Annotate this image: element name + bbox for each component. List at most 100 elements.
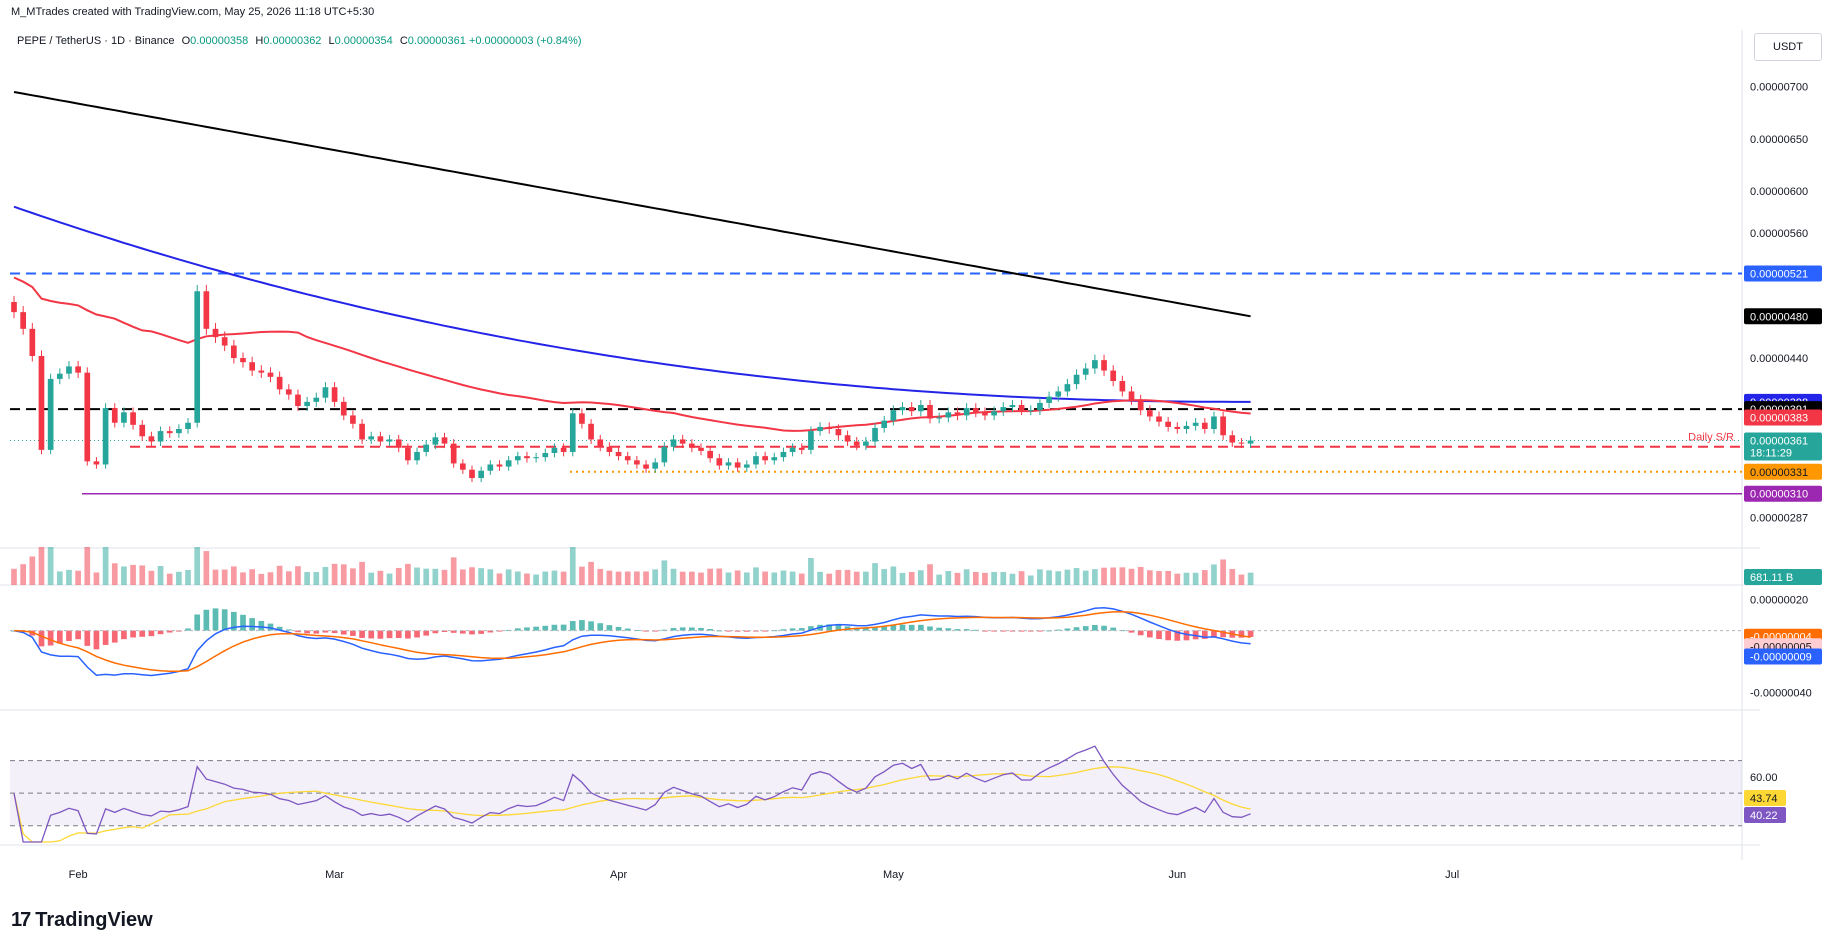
candle-body [798, 447, 805, 450]
candle-body [1055, 391, 1062, 397]
volume-bar [1174, 573, 1181, 585]
level-521-tag-label: 0.00000521 [1750, 269, 1808, 281]
macd-histogram-bar [441, 630, 448, 633]
volume-bar [340, 564, 347, 585]
last-price-tag-label: 0.00000361 [1750, 435, 1808, 447]
macd-histogram-bar [331, 630, 338, 634]
low-value: 0.00000354 [334, 35, 393, 47]
candle-body [1009, 405, 1016, 408]
volume-bar [1238, 574, 1245, 585]
macd-histogram-bar [1183, 630, 1190, 641]
candle-body [524, 456, 530, 459]
candle-body [258, 370, 265, 373]
ma100-line [13, 205, 1251, 403]
open-value: 0.00000358 [190, 35, 249, 47]
candle-body [395, 439, 402, 448]
macd-histogram-bar [203, 609, 210, 631]
volume-bar [313, 572, 320, 585]
macd-histogram-bar [304, 630, 310, 634]
macd-histogram-bar [826, 624, 833, 631]
volume-bar [102, 547, 109, 585]
volume-bar [881, 569, 888, 585]
volume-bar [514, 571, 521, 585]
volume-bar [121, 566, 127, 585]
tradingview-logo[interactable]: 17 TradingView [11, 909, 153, 932]
candle-body [276, 376, 283, 390]
macd-histogram-bar [386, 630, 393, 639]
volume-bar [927, 564, 933, 585]
currency-unit-button[interactable]: USDT [1754, 33, 1822, 61]
candle-body [194, 291, 201, 423]
volume-bar [1183, 572, 1190, 585]
candle-body [780, 451, 787, 458]
volume-bar [487, 569, 494, 585]
candle-body [267, 372, 274, 377]
volume-bar [579, 566, 585, 585]
x-axis-tick-label: Feb [69, 869, 88, 881]
candle-body [1000, 407, 1007, 412]
macd-histogram-bar [853, 627, 860, 631]
volume-bar [670, 568, 677, 585]
macd-histogram-bar [542, 625, 549, 631]
volume-bar [1128, 568, 1135, 585]
volume-bar [166, 573, 173, 585]
volume-bar [1192, 572, 1199, 585]
volume-bar [615, 571, 622, 585]
candle-body [203, 291, 210, 329]
candle-body [185, 422, 191, 429]
candle-body [560, 447, 567, 452]
candle-body [835, 429, 842, 436]
candle-body [469, 469, 475, 479]
x-axis-tick-label: Jun [1168, 869, 1186, 881]
volume-bar [1156, 571, 1162, 585]
macd-histogram-bar [679, 627, 686, 631]
volume-bar [1082, 570, 1089, 585]
candle-body [1229, 435, 1236, 443]
volume-bar [890, 566, 897, 585]
volume-bar [240, 572, 246, 585]
volume-bar [771, 572, 778, 585]
macd-histogram-bar [405, 630, 411, 639]
macd-histogram-bar [66, 630, 72, 641]
candle-body [725, 462, 732, 466]
candle-body [597, 439, 604, 447]
macd-histogram-bar [249, 618, 255, 631]
macd-histogram-bar [1000, 630, 1007, 632]
macd-histogram-bar [1238, 630, 1245, 638]
ma50-value-tag-label: 0.00000383 [1750, 413, 1808, 425]
candle-body [11, 302, 17, 313]
volume-bar [460, 569, 466, 585]
candle-body [432, 437, 439, 445]
candle-body [75, 366, 81, 373]
candle-body [313, 397, 320, 402]
macd-histogram-bar [798, 628, 805, 631]
macd-histogram-bar [899, 624, 906, 631]
volume-bar [982, 572, 988, 585]
volume-bar [945, 571, 952, 585]
candle-body [734, 462, 741, 468]
volume-bar [991, 571, 997, 585]
macd-histogram-bar [624, 628, 631, 631]
candle-body [698, 447, 704, 451]
volume-bar [1229, 568, 1236, 585]
volume-bar [734, 570, 741, 585]
candle-body [1092, 360, 1098, 369]
candle-body [285, 389, 292, 395]
macd-histogram-bar [166, 630, 173, 633]
macd-histogram-bar [597, 623, 604, 631]
candle-body [331, 387, 338, 402]
candle-body [853, 441, 860, 446]
change-value: +0.00000003 (+0.84%) [468, 35, 582, 47]
price-axis-tick-label: 0.00000650 [1750, 134, 1808, 146]
symbol-line[interactable]: PEPE / TetherUS · 1D · Binance [17, 35, 175, 47]
candle-body [322, 387, 329, 398]
candle-body [505, 460, 512, 467]
volume-bar [606, 570, 613, 585]
volume-bar [918, 570, 924, 585]
volume-current-tag-label: 681.11 B [1750, 572, 1793, 584]
x-axis-tick-label: Apr [610, 869, 627, 881]
candle-body [1101, 360, 1107, 371]
volume-bar [835, 569, 842, 585]
candle-body [487, 464, 494, 471]
